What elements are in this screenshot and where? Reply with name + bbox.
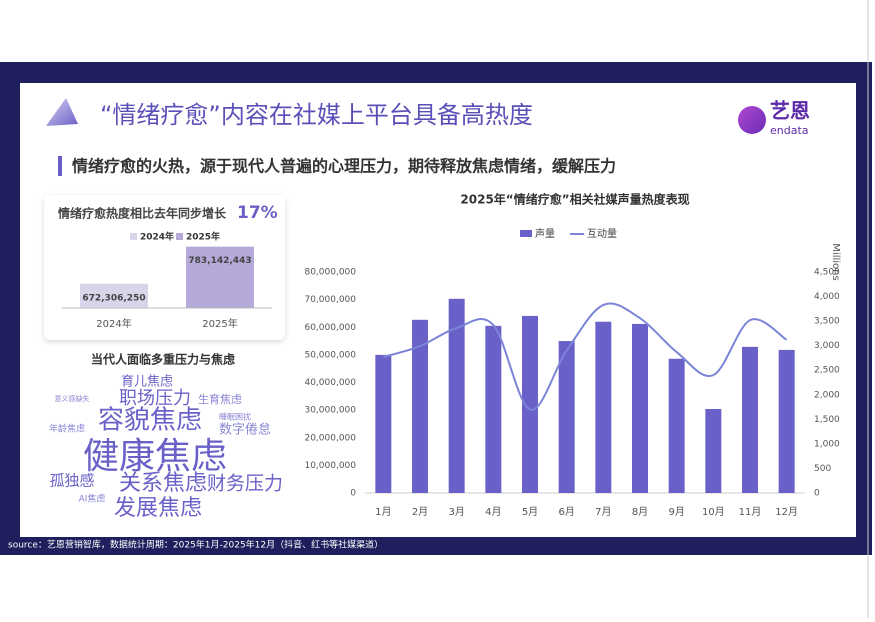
legend-swatch	[176, 233, 183, 240]
word: 意义感缺失	[55, 394, 90, 403]
bar	[632, 323, 648, 493]
x-tick-label: 2月	[412, 506, 428, 518]
y2-tick-label: 500	[814, 464, 831, 474]
word: 财务压力	[207, 473, 283, 495]
legend-swatch	[520, 230, 532, 237]
word: 容貌焦虑	[98, 406, 202, 436]
word-cloud-title: 当代人面临多重压力与焦虑	[91, 352, 235, 367]
y2-tick-label: 1,000	[814, 439, 840, 449]
y-tick-label: 70,000,000	[304, 295, 356, 305]
y2-tick-label: 1,500	[814, 415, 840, 425]
x-tick-label: 2025年	[202, 317, 237, 330]
bar	[375, 354, 392, 493]
x-tick-label: 5月	[522, 506, 538, 518]
subtitle-bar	[58, 156, 62, 176]
title: “情绪疗愈”内容在社媒上平台具备高热度	[100, 101, 533, 129]
growth: 17%	[237, 203, 278, 223]
bar	[558, 341, 575, 493]
bar	[186, 246, 254, 308]
word: 职场压力	[119, 388, 191, 409]
word: 孤独感	[49, 472, 94, 490]
source: source：艺恩营销智库，数据统计周期：2025年1月-2025年12月（抖音…	[8, 539, 383, 551]
x-tick-label: 4月	[485, 506, 501, 518]
word: 发展焦虑	[114, 496, 202, 521]
word: 育儿焦虑	[121, 374, 173, 390]
small-chart-title: 情绪疗愈热度相比去年同步增长	[58, 206, 227, 221]
bar	[412, 319, 428, 493]
x-tick-label: 11月	[739, 506, 762, 518]
x-tick-label: 8月	[632, 506, 648, 518]
word: 年龄焦虑	[49, 423, 85, 435]
word: 睡眠困扰	[219, 412, 251, 422]
logo: 艺恩 endata	[738, 99, 810, 137]
bar	[485, 325, 502, 493]
y2-tick-label: 3,000	[814, 341, 840, 351]
x-tick-label: 3月	[448, 506, 464, 518]
y2-tick-label: 2,500	[814, 366, 840, 376]
y2-tick-label: 4,500	[814, 268, 840, 278]
word: 数字倦怠	[219, 422, 271, 438]
bar	[742, 346, 758, 493]
legend-label: 互动量	[587, 228, 617, 240]
y2-tick-label: 2,000	[814, 390, 840, 400]
logo-icon	[738, 106, 766, 134]
x-tick-label: 1月	[375, 506, 391, 518]
legend-swatch	[130, 233, 137, 240]
x-tick-label: 9月	[668, 506, 684, 518]
y-tick-label: 40,000,000	[304, 378, 356, 388]
legend-label: 2024年	[140, 231, 174, 243]
x-tick-label: 12月	[775, 506, 798, 518]
bar	[80, 283, 148, 308]
word: AI焦虑	[79, 493, 106, 505]
word: 生育焦虑	[198, 392, 242, 406]
bar	[595, 321, 612, 493]
x-tick-label: 6月	[558, 506, 574, 518]
logo-name: 艺恩	[770, 99, 810, 123]
y2-tick-label: 3,500	[814, 317, 840, 327]
x-tick-label: 7月	[595, 506, 611, 518]
bar	[668, 358, 685, 493]
y-tick-label: 10,000,000	[304, 461, 356, 471]
y-tick-label: 20,000,000	[304, 433, 356, 443]
y-tick-label: 0	[350, 489, 356, 499]
y2-tick-label: 0	[814, 489, 820, 499]
y-tick-label: 30,000,000	[304, 406, 356, 416]
subtitle: 情绪疗愈的火热，源于现代人普遍的心理压力，期待释放焦虑情绪，缓解压力	[72, 157, 616, 176]
x-tick-label: 10月	[702, 506, 725, 518]
y-tick-label: 60,000,000	[304, 323, 356, 333]
line	[383, 302, 788, 411]
x-tick-label: 2024年	[96, 317, 131, 330]
y2-axis-label: Millions	[830, 243, 841, 280]
bar	[778, 349, 795, 493]
value-label: 672,306,250	[82, 293, 145, 303]
chart-title: 2025年“情绪疗愈”相关社媒声量热度表现	[460, 192, 689, 207]
legend-label: 2025年	[186, 231, 220, 243]
word: 健康焦虑	[83, 436, 227, 477]
title-icon	[46, 98, 78, 126]
y-tick-label: 80,000,000	[304, 268, 356, 278]
y2-tick-label: 4,000	[814, 292, 840, 302]
value-label: 783,142,443	[188, 256, 251, 266]
y-tick-label: 50,000,000	[304, 350, 356, 360]
legend-label: 声量	[535, 227, 555, 240]
bar	[522, 315, 538, 493]
word: 关系焦虑	[119, 471, 207, 496]
bar	[448, 298, 465, 493]
bar	[705, 409, 722, 493]
logo-brand: endata	[770, 124, 809, 137]
